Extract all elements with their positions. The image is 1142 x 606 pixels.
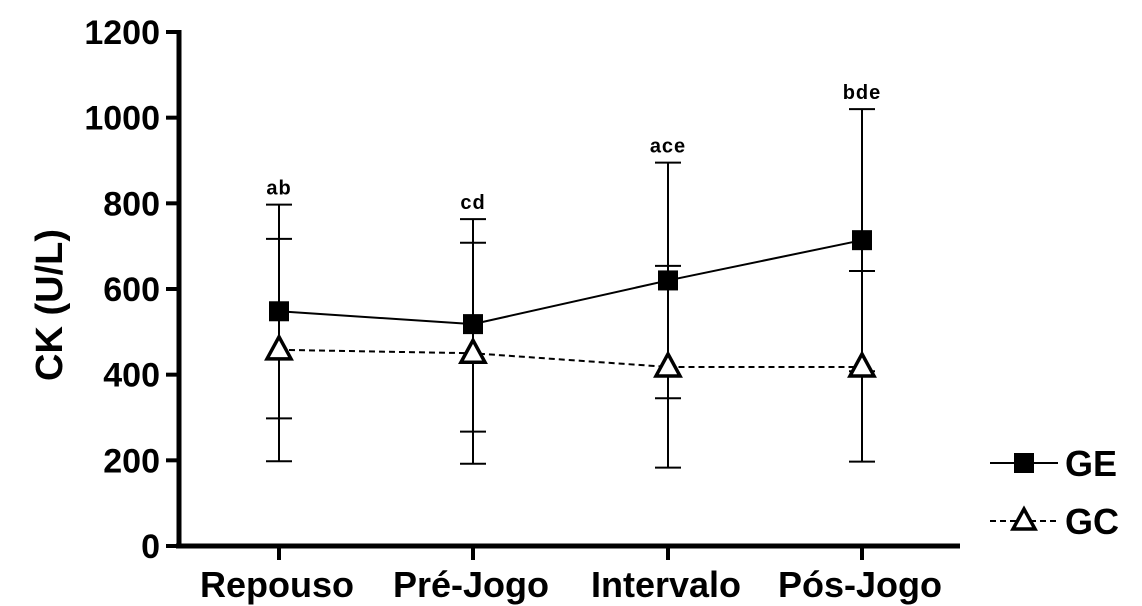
annotations-layer: ab cd ace bde <box>266 82 882 214</box>
y-ticks: 0 200 400 600 800 1000 1200 <box>84 14 180 566</box>
data-point-gc <box>653 350 683 378</box>
x-ticks: Repouso Pré-Jogo Intervalo Pós-Jogo <box>200 546 942 605</box>
legend-label-ge: GE <box>1065 443 1117 484</box>
axes <box>176 30 960 549</box>
y-axis-label-group: CK (U/L) <box>29 229 71 381</box>
x-tick-label: Pré-Jogo <box>393 564 549 605</box>
annotation-label: ab <box>266 178 291 200</box>
data-point-gc <box>264 333 294 361</box>
series-line-gc <box>278 348 862 368</box>
series-layer <box>264 108 877 469</box>
data-point-gc <box>458 336 488 364</box>
legend: GE GC <box>990 443 1119 542</box>
y-tick-label: 200 <box>103 442 160 480</box>
annotation-label: ace <box>650 136 686 158</box>
data-point-gc <box>847 350 877 378</box>
x-tick-label: Intervalo <box>591 564 741 605</box>
y-tick-label: 0 <box>141 528 160 566</box>
annotation-label: bde <box>843 82 882 104</box>
y-tick-label: 800 <box>103 185 160 223</box>
x-tick-label: Repouso <box>200 564 354 605</box>
y-tick-label: 1000 <box>84 100 160 138</box>
series-gc <box>264 237 877 469</box>
legend-label-gc: GC <box>1065 501 1119 542</box>
y-tick-label: 600 <box>103 271 160 309</box>
y-tick-label: 400 <box>103 357 160 395</box>
annotation-label: cd <box>460 192 485 214</box>
data-point-ge <box>852 230 872 251</box>
series-ge <box>266 108 875 433</box>
y-axis-label: CK (U/L) <box>29 229 71 381</box>
legend-marker-ge <box>1014 453 1034 473</box>
y-tick-label: 1200 <box>84 14 160 52</box>
legend-marker-gc <box>1010 505 1038 531</box>
series-line-ge <box>278 239 863 326</box>
x-tick-label: Pós-Jogo <box>778 564 942 605</box>
